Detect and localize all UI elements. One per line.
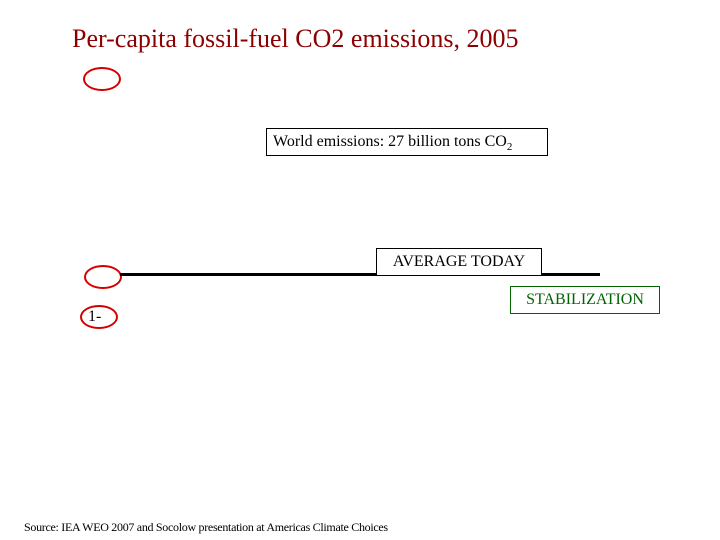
average-today-box: AVERAGE TODAY [376,248,542,276]
marker-oval-average [84,265,122,289]
page-title: Per-capita fossil-fuel CO2 emissions, 20… [72,24,519,53]
average-today-line [120,273,600,276]
marker-oval-top [83,67,121,91]
oval-label: 1- [88,308,102,325]
world-emissions-box: World emissions: 27 billion tons CO2 [266,128,548,156]
stabilization-box: STABILIZATION [510,286,660,314]
marker-oval-lower: 1- [80,305,118,329]
source-note: Source: IEA WEO 2007 and Socolow present… [24,520,388,534]
co2-subscript: 2 [506,141,513,154]
world-emissions-text: World emissions: 27 billion tons CO [273,133,507,150]
